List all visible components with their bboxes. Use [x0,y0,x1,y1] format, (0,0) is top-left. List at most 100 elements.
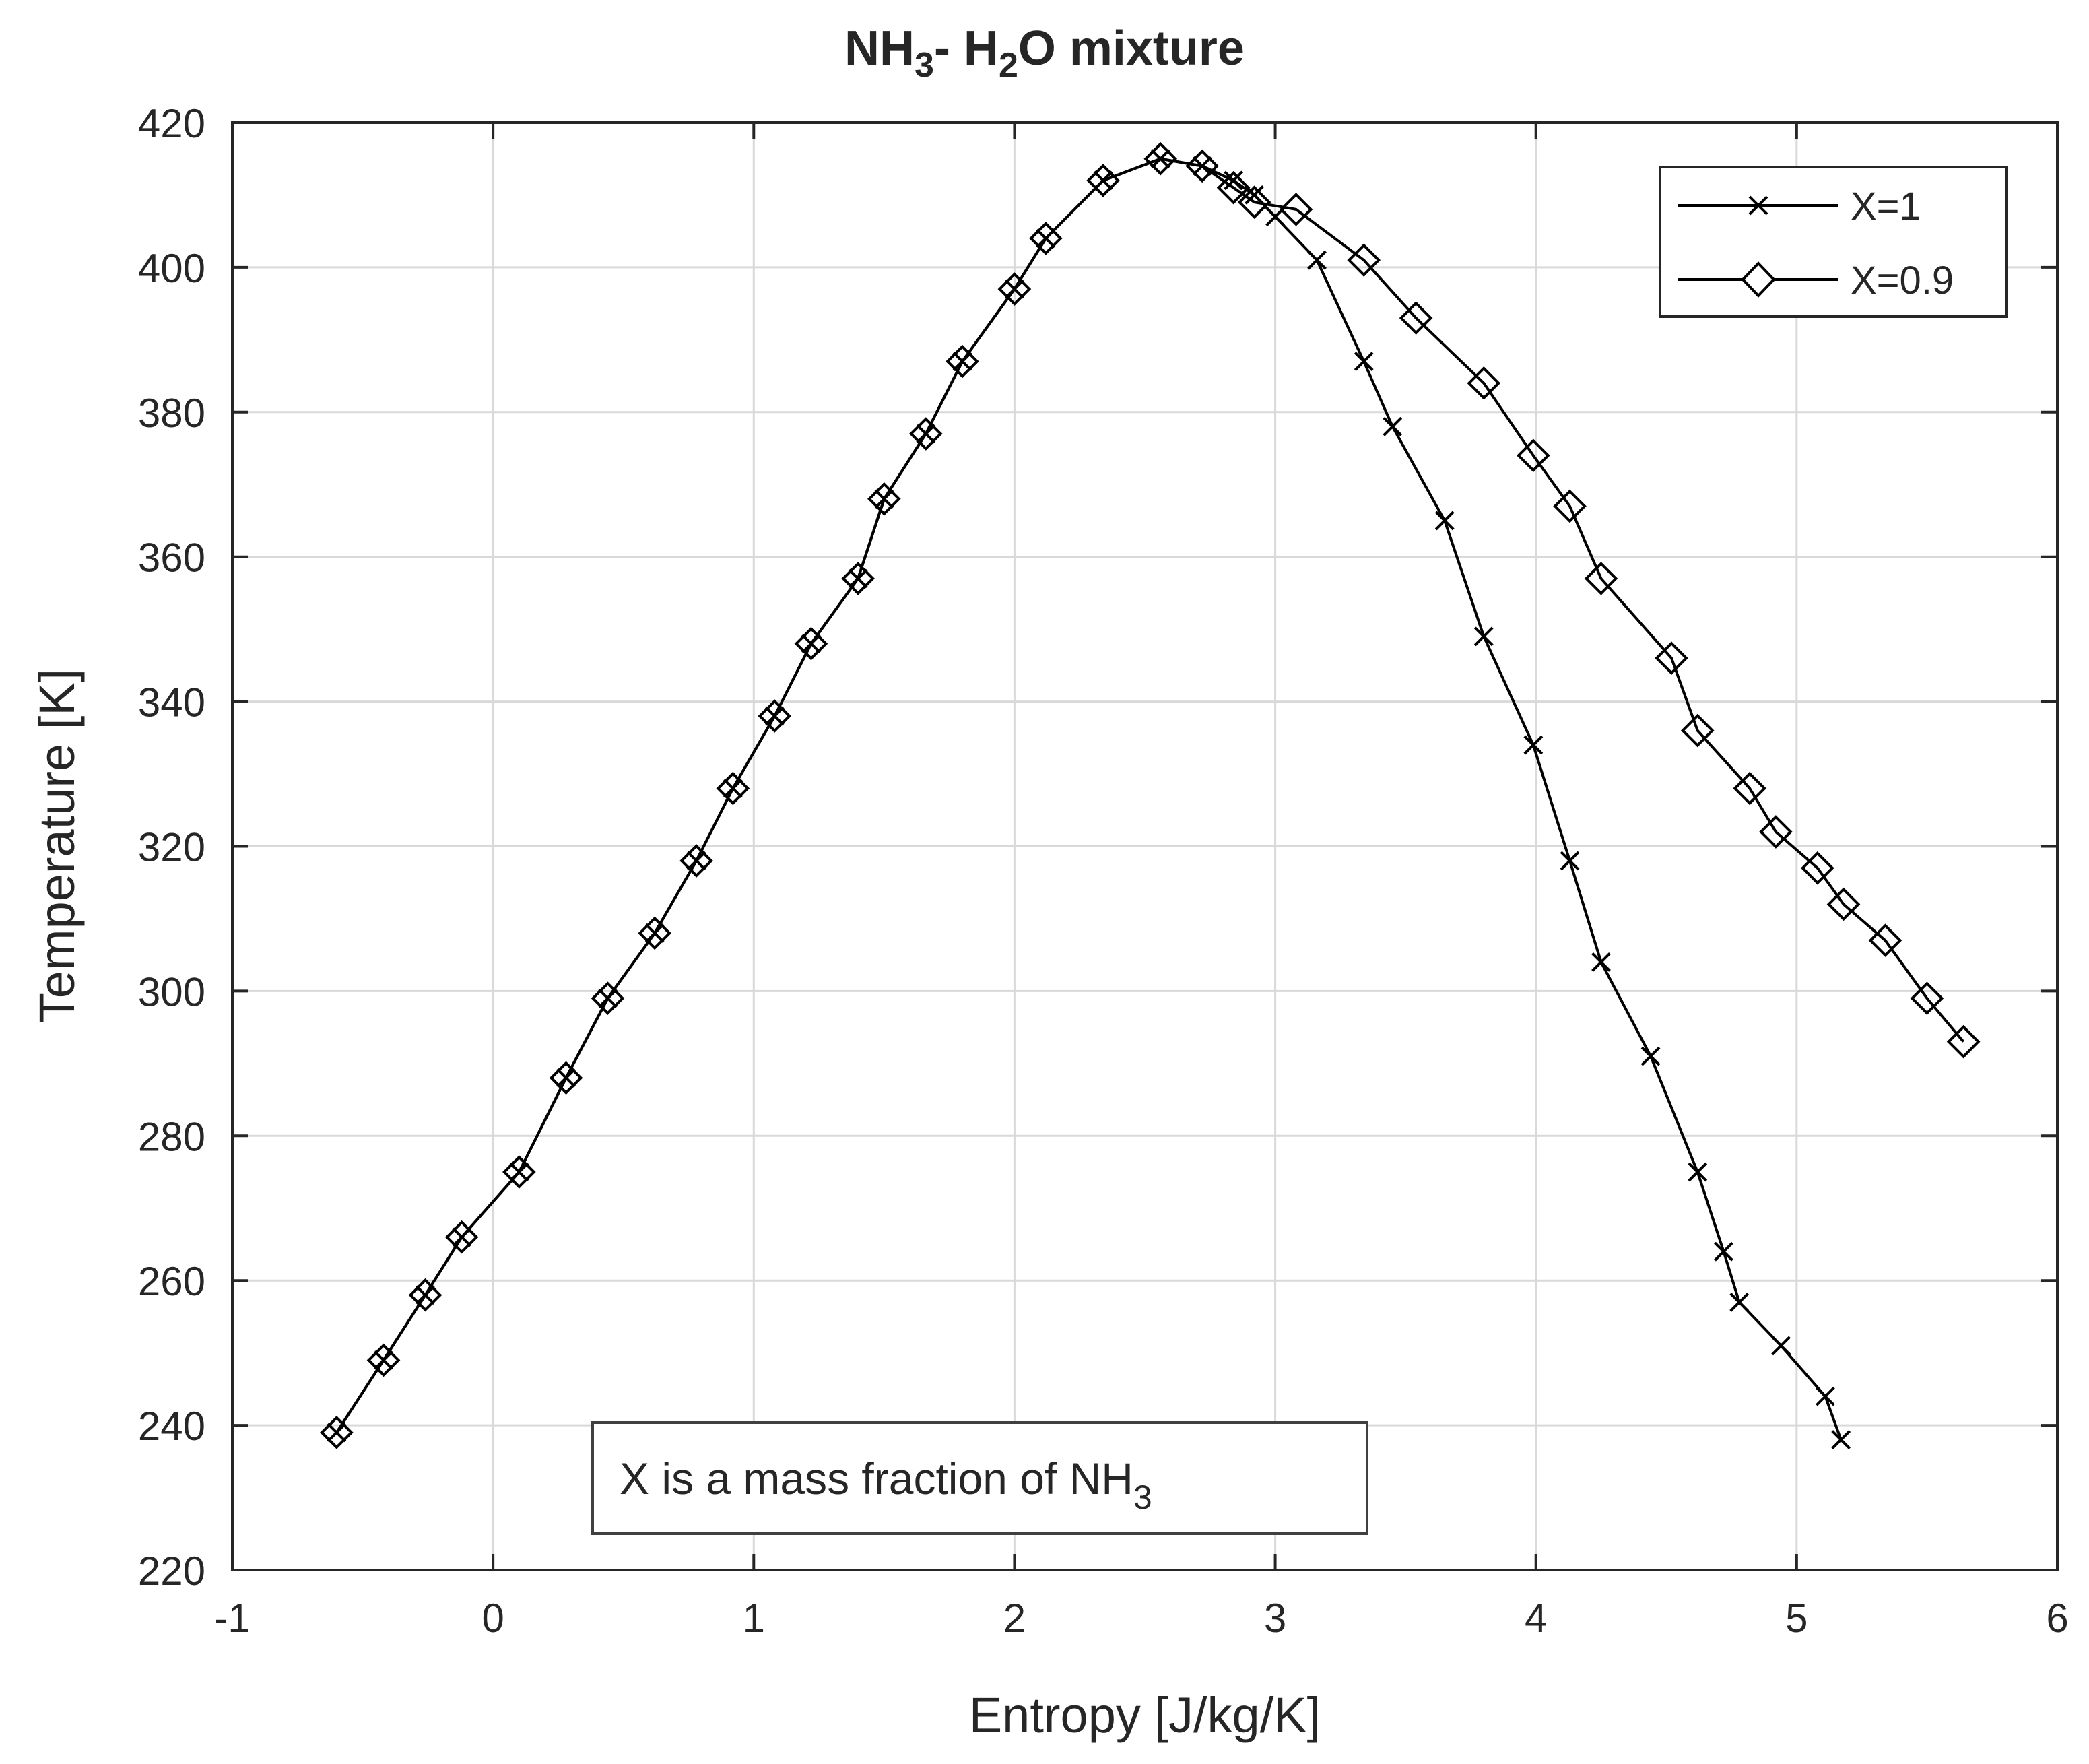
y-tick-label: 220 [138,1548,205,1594]
data-point-x09 [366,1343,401,1377]
y-tick-label: 260 [138,1259,205,1304]
data-point-x1 [723,779,743,798]
data-point-x1 [1831,1430,1851,1450]
data-point-x09 [1237,185,1271,220]
data-point-x09 [794,626,828,661]
data-point-x09 [408,1278,442,1312]
data-point-x09 [1216,170,1251,205]
y-tick-label: 400 [138,246,205,291]
data-point-x09 [1279,193,1313,226]
data-point-x09 [679,844,713,878]
data-point-x1 [1771,1336,1791,1356]
y-tick-label: 380 [138,391,205,436]
data-point-x1 [416,1285,435,1305]
data-point-x1 [1640,1046,1661,1066]
y-tick-label: 280 [138,1114,205,1159]
x-tick-label: 5 [1785,1596,1808,1641]
y-tick-label: 420 [138,101,205,146]
data-point-x09 [1347,243,1381,277]
data-point-x1 [952,352,972,371]
data-point-x1 [1591,952,1611,972]
data-point-x09 [1399,301,1433,335]
data-point-x1 [1383,416,1403,436]
data-point-x1 [1224,170,1244,191]
legend-marker-x1 [1748,195,1768,216]
chart-title: NH3- H2O mixture [844,22,1245,85]
data-point-x1 [764,706,785,726]
y-tick-label: 240 [138,1404,205,1449]
data-point-x09 [1759,815,1793,849]
data-point-x09 [758,699,792,733]
data-point-x09 [867,482,901,516]
y-tick-label: 340 [138,680,205,725]
data-point-x1 [1714,1241,1733,1262]
data-point-x09 [1553,489,1587,523]
data-point-x1 [1245,185,1265,205]
data-point-x09 [1029,222,1063,255]
data-point-x09 [320,1416,354,1449]
data-point-x1 [874,489,894,509]
data-point-x09 [502,1155,536,1189]
ticks [231,121,2059,1571]
data-point-x1 [374,1350,393,1370]
data-point-x09 [997,272,1032,306]
y-tick-label: 320 [138,825,205,870]
x-tick-label: 0 [482,1596,504,1641]
annotation-text: X is a mass fraction of NH3 [620,1453,1152,1516]
data-point-x1 [598,988,618,1008]
x-tick-label: 3 [1264,1596,1286,1641]
x-tick-label: 2 [1003,1596,1026,1641]
y-tick-label: 300 [138,969,205,1014]
data-point-x1 [1005,279,1024,299]
x-tick-label: -1 [214,1596,250,1641]
data-point-x1 [1473,626,1494,647]
data-point-x1 [1523,735,1544,755]
data-point-x1 [1307,250,1327,270]
data-point-x1 [1434,511,1455,531]
data-point-x1 [327,1423,347,1443]
data-point-x1 [1354,352,1374,371]
data-point-x1 [644,923,665,943]
y-axis-label: Temperature [K] [29,669,85,1023]
data-point-x09 [1801,851,1834,885]
series-layer [320,141,1981,1450]
data-point-x1 [556,1068,576,1088]
data-point-x1 [916,424,936,444]
data-point-x1 [1265,207,1285,227]
data-point-x09 [841,562,875,595]
data-point-x09 [1143,141,1178,176]
data-point-x09 [638,916,671,950]
data-point-x1 [1688,1162,1708,1182]
data-point-x09 [1467,366,1501,400]
data-point-x09 [1680,713,1715,748]
x-tick-label: 1 [743,1596,765,1641]
data-point-x1 [1560,851,1580,871]
x-tick-label: 4 [1525,1596,1547,1641]
legend-box [1659,166,2008,318]
data-point-x1 [1150,149,1170,169]
data-point-x1 [1093,170,1113,191]
data-point-x09 [549,1061,583,1095]
x-tick-label: 6 [2046,1596,2068,1641]
data-point-x1 [509,1162,529,1182]
x-axis-label: Entropy [J/kg/K] [969,1687,1321,1743]
legend: X=1 X=0.9 [1659,166,2008,318]
data-point-x1 [801,634,821,654]
data-point-x1 [1816,1386,1835,1406]
data-point-x09 [1517,438,1550,473]
data-point-x09 [946,344,979,379]
data-point-x1 [686,851,706,871]
data-point-x09 [1185,149,1219,183]
data-point-x1 [1192,156,1212,176]
annotation: X is a mass fraction of NH3 [591,1421,1368,1535]
data-point-x09 [1868,923,1902,958]
data-point-x1 [1036,228,1056,249]
annotation-box [591,1421,1368,1535]
legend-label-x09: X=0.9 [1851,259,1954,302]
data-point-x09 [908,417,943,451]
data-point-x09 [1655,641,1688,675]
tick-labels: -1 0 1 2 3 4 5 6 220 240 260 280 300 320 340 360 380 400 4… [138,101,2069,1641]
data-point-x09 [1733,771,1766,806]
data-point-x09 [1826,887,1861,921]
